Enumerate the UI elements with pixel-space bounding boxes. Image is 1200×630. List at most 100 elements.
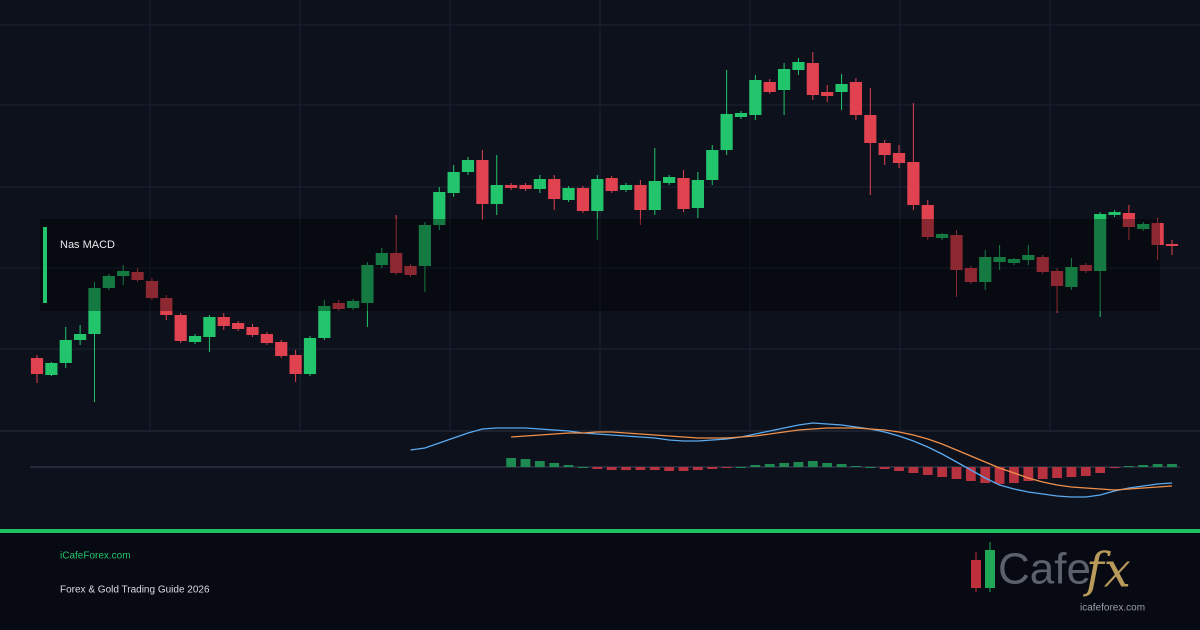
histogram-bar [649,467,660,470]
histogram-bar [1023,467,1034,481]
candle-body [1065,267,1078,287]
candle-body [792,62,805,70]
candle-body [777,69,791,90]
histogram-bar [1167,464,1177,467]
histogram-bar [1037,467,1048,479]
candle-body [648,181,661,210]
histogram-bar [1124,466,1134,467]
candle-body [619,185,633,190]
candle-body [1022,255,1035,260]
candle-body [921,205,934,237]
candle-body [73,334,87,340]
candle-body [461,160,475,172]
candle-body [188,336,202,342]
candle-body [117,271,130,276]
signal-line [511,427,1173,491]
candle-body [605,178,618,191]
candle-body [447,172,460,193]
candles [30,52,1179,402]
candle-body [476,160,489,204]
histogram-bar [994,467,1005,484]
histogram-bar [693,467,703,470]
candle-body [533,179,546,189]
candle-body [634,185,647,210]
candle-body [375,253,388,265]
histogram-bar [1095,467,1106,473]
candle-body [45,363,58,375]
candle-body [663,177,676,183]
logo-candle [985,550,995,588]
histogram-bar [1009,467,1019,483]
candle-body [289,355,302,374]
candle-body [749,80,762,115]
candle-body [1079,265,1092,271]
candle-body [1007,259,1021,263]
histogram-bar [1152,464,1163,467]
histogram-bar [750,465,761,467]
label-box [40,219,1160,311]
histogram-bar [908,467,919,473]
candle-body [404,266,417,275]
candle-body [88,288,101,334]
candle-body [691,180,704,208]
histogram-bar [1052,467,1062,478]
candle-body [332,303,345,309]
histogram-bar [592,467,603,469]
histogram-bar [563,465,574,467]
candle-body [318,306,331,338]
subtitle: Forex & Gold Trading Guide 2026 [60,585,210,596]
candle-body [131,272,144,280]
histogram-bar [736,467,746,468]
footer-rule [0,529,1200,533]
site-name: iCafeForex.com [60,551,131,562]
logo: Cafe fx icafeforex.com [971,542,1145,614]
candle-body [706,150,719,180]
candle-body [878,143,891,155]
candle-body [519,185,532,189]
histogram-bar [922,467,933,475]
histogram-bar [621,467,631,470]
label-accent [43,227,47,303]
candle-body [246,327,259,335]
histogram-bar [764,464,775,467]
candle-body [203,317,216,337]
candle-body [260,334,273,343]
histogram-bar [549,463,560,467]
candle-body [1094,214,1107,271]
candle-body [1137,224,1150,229]
candle-body [936,234,949,238]
chart-title: Nas MACD [60,239,115,251]
candle-body [59,340,72,363]
histogram-bar [506,458,516,467]
candle-body [907,162,920,205]
logo-candle [971,560,981,588]
histogram-bar [937,467,948,477]
candle-body [821,92,834,96]
candle-body [102,276,115,288]
candle-body [849,82,863,115]
candle-body [361,265,374,303]
candle-body [418,225,432,266]
candle-body [835,84,848,92]
histogram-bar [606,467,617,470]
candle-body [806,63,819,95]
candle-body [1151,223,1164,245]
histogram-bar [836,464,847,467]
candle-body [677,178,690,209]
histogram-bar [678,467,689,471]
candle-body [390,253,403,273]
candle-body [275,342,288,356]
candle-body [346,301,360,308]
candle-body [864,115,877,143]
candle-body [950,235,963,270]
candle-body [562,188,575,200]
candle-body [160,298,173,315]
histogram-bar [1080,467,1091,476]
candle-body [1108,212,1121,215]
logo-word: Cafe [998,545,1091,594]
candle-body [576,188,590,211]
histogram-bar [822,463,833,467]
candle-body [1122,213,1136,227]
candle-body [548,179,561,199]
